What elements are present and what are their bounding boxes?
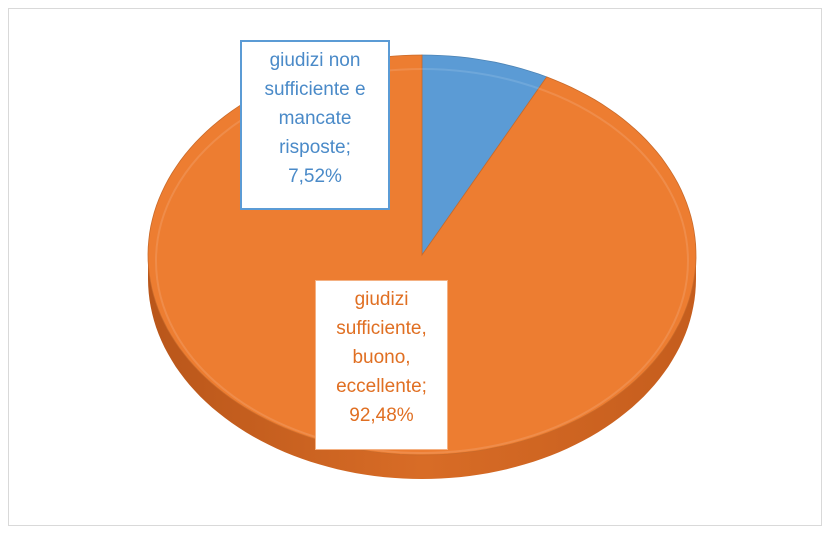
rim-highlight xyxy=(155,68,689,454)
label-value: 92,48% xyxy=(349,405,414,426)
data-label: giudizi sufficiente, buono, eccellente; 9… xyxy=(315,280,448,450)
slice xyxy=(421,54,548,257)
data-label: giudizi non sufficiente e mancate rispos… xyxy=(240,40,390,210)
label-category: giudizi sufficiente, buono, eccellente xyxy=(336,289,427,397)
label-separator: ; xyxy=(345,137,351,158)
label-separator: ; xyxy=(421,376,427,397)
label-value: 7,52% xyxy=(288,166,342,187)
label-category: giudizi non sufficiente e mancate rispos… xyxy=(264,50,366,158)
